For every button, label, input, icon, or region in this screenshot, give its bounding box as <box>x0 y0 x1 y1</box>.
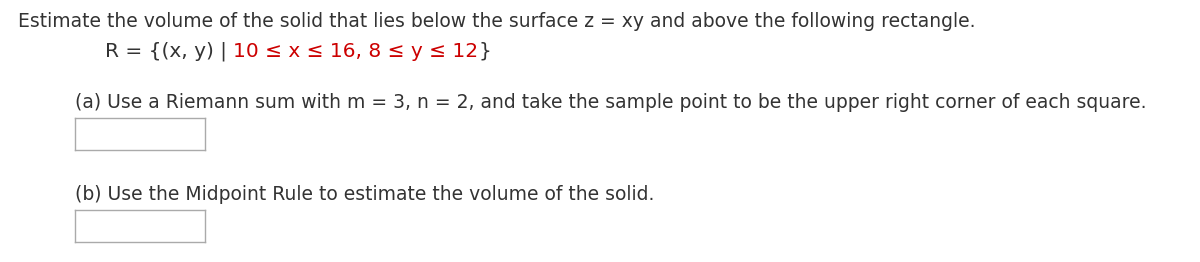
Text: R = {(x, y) |: R = {(x, y) | <box>106 42 233 62</box>
Text: }: } <box>479 42 491 61</box>
Text: (a) Use a Riemann sum with m = 3, n = 2, and take the sample point to be the upp: (a) Use a Riemann sum with m = 3, n = 2,… <box>74 93 1146 112</box>
Text: Estimate the volume of the solid that lies below the surface z = xy and above th: Estimate the volume of the solid that li… <box>18 12 976 31</box>
Text: (b) Use the Midpoint Rule to estimate the volume of the solid.: (b) Use the Midpoint Rule to estimate th… <box>74 185 654 204</box>
Text: 10 ≤ x ≤ 16, 8 ≤ y ≤ 12: 10 ≤ x ≤ 16, 8 ≤ y ≤ 12 <box>233 42 479 61</box>
